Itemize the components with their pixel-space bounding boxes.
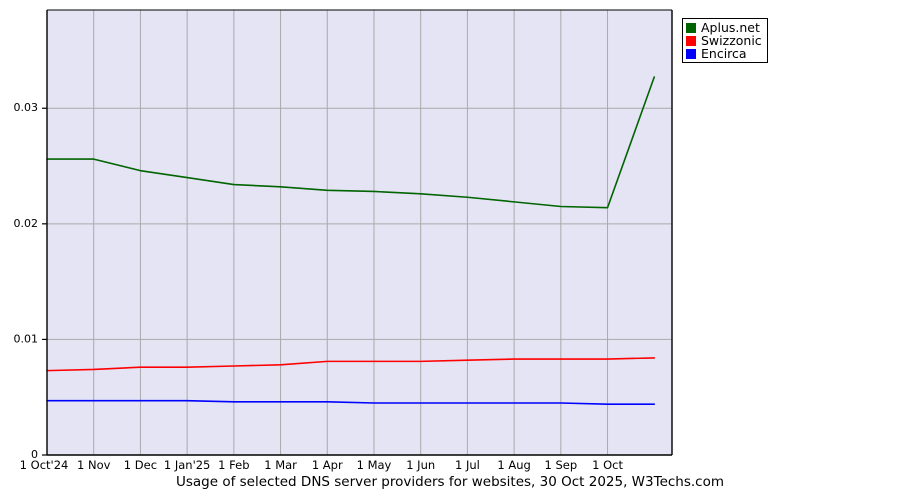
legend-swatch-swizzonic (686, 35, 696, 46)
x-tick-label: 1 Oct (592, 458, 623, 472)
legend-item-swizzonic: Swizzonic (686, 34, 762, 47)
x-tick-label: 1 Jan'25 (164, 458, 211, 472)
legend-label-aplus: Aplus.net (701, 20, 760, 35)
x-axis-ticks: 1 Oct'24 1 Nov 1 Dec 1 Jan'25 1 Feb 1 Mar 1 Ap… (20, 458, 624, 472)
y-axis-ticks: 0 0.01 0.02 0.03 (14, 101, 47, 461)
y-tick-label: 0 (31, 448, 38, 461)
x-tick-label: 1 Dec (124, 458, 157, 472)
legend-swatch-aplus (686, 22, 696, 33)
x-tick-label: 1 Aug (497, 458, 530, 472)
x-tick-label: 1 May (357, 458, 392, 472)
x-tick-label: 1 Oct'24 (20, 458, 69, 472)
x-tick-label: 1 Nov (77, 458, 111, 472)
legend-label-swizzonic: Swizzonic (701, 33, 762, 48)
legend-label-encirca: Encirca (701, 46, 747, 61)
series-line-encirca (46, 399, 656, 405)
y-tick-label: 0.01 (14, 332, 39, 345)
series-lines (46, 76, 656, 405)
chart-legend: Aplus.net Swizzonic Encirca (682, 18, 768, 63)
gridlines (47, 10, 672, 455)
chart-caption: Usage of selected DNS server providers f… (175, 474, 725, 490)
x-tick-label: 1 Sep (544, 458, 577, 472)
x-tick-label: 1 Jun (406, 458, 435, 472)
x-tick-label: 1 Apr (312, 458, 343, 472)
x-tick-label: 1 Mar (264, 458, 297, 472)
series-line-swizzonic (46, 357, 656, 372)
x-tick-label: 1 Jul (455, 458, 480, 472)
axes (46, 9, 673, 456)
x-tick-label: 1 Feb (218, 458, 249, 472)
plot-background (47, 10, 672, 455)
series-line-aplus-net (46, 76, 656, 209)
y-tick-label: 0.03 (14, 101, 39, 114)
y-tick-label: 0.02 (14, 217, 39, 230)
legend-swatch-encirca (686, 48, 696, 59)
legend-item-aplus: Aplus.net (686, 21, 762, 34)
legend-item-encirca: Encirca (686, 47, 762, 60)
